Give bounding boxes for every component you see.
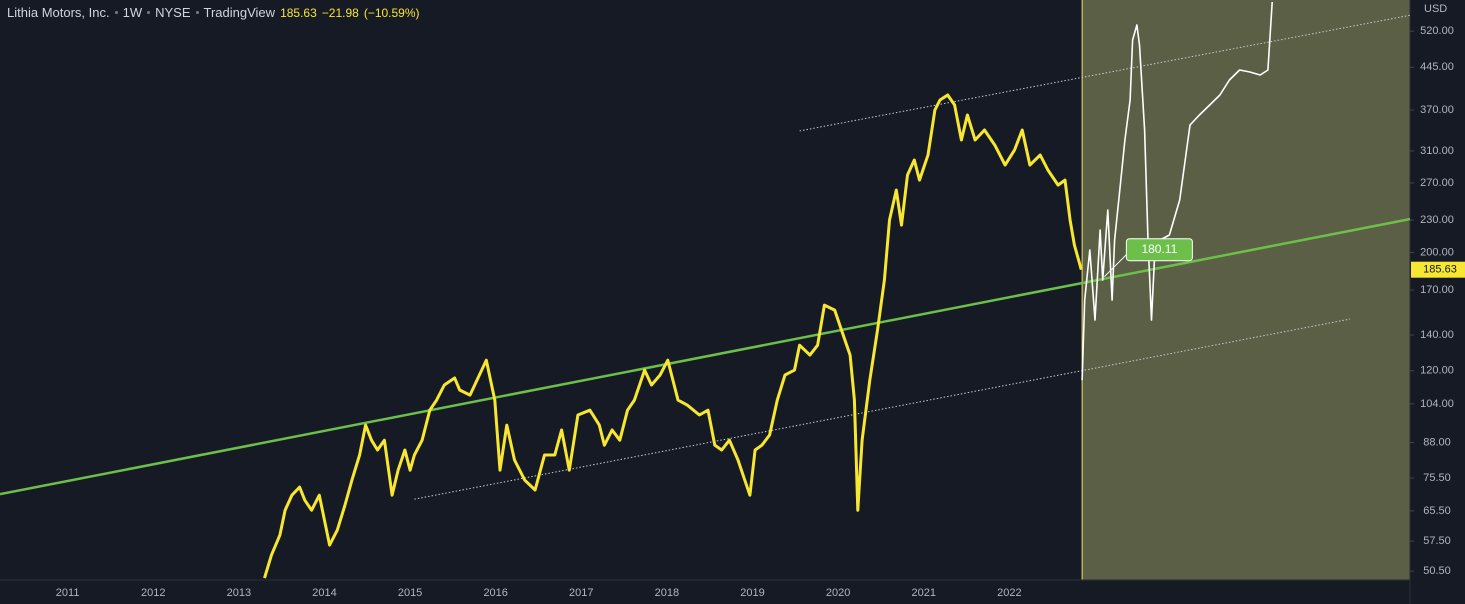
annotation-box (1125, 238, 1193, 262)
price-line (263, 93, 1083, 579)
x-tick-label: 2017 (569, 587, 593, 599)
price-change-pct: (−10.59%) (363, 5, 420, 20)
trend-line (0, 217, 1411, 496)
y-tick-label: 50.50 (1423, 565, 1451, 577)
y-tick-label: 270.00 (1420, 177, 1454, 189)
header: Lithia Motors, Inc. 1W NYSE TradingView … (7, 5, 420, 20)
x-axis-panel (0, 580, 1410, 604)
currency-label: USD (1424, 3, 1447, 15)
y-tick-label: 140.00 (1420, 329, 1454, 341)
y-tick-label: 120.00 (1420, 365, 1454, 377)
last-price: 185.63 (280, 5, 317, 20)
x-tick-label: 2021 (911, 587, 935, 599)
y-tick-label: 310.00 (1420, 145, 1454, 157)
y-tick-label: 520.00 (1420, 25, 1454, 37)
separator (195, 11, 199, 14)
y-tick-label: 200.00 (1420, 246, 1454, 258)
x-tick-label: 2019 (740, 587, 764, 599)
x-tick-label: 2013 (227, 587, 251, 599)
x-tick-label: 2016 (483, 587, 507, 599)
x-tick-label: 2022 (997, 587, 1021, 599)
y-axis-panel (1410, 0, 1465, 604)
y-tick-label: 65.50 (1423, 505, 1451, 517)
price-line (1081, 1, 1273, 381)
separator (147, 11, 151, 14)
x-tick-label: 2020 (826, 587, 850, 599)
price-label: 185.63 (1423, 264, 1457, 276)
x-tick-label: 2018 (655, 587, 679, 599)
y-tick-label: 104.00 (1420, 398, 1454, 410)
symbol-title: Lithia Motors, Inc. (7, 5, 110, 20)
y-tick-label: 230.00 (1420, 214, 1454, 226)
annotation-pointer (1104, 252, 1129, 278)
x-tick-label: 2015 (398, 587, 422, 599)
x-tick-label: 2012 (141, 587, 165, 599)
x-tick-label: 2011 (56, 587, 80, 599)
y-tick-label: 75.50 (1423, 472, 1451, 484)
highlight-zone (1082, 0, 1410, 580)
y-tick-label: 370.00 (1420, 104, 1454, 116)
y-tick-label: 57.50 (1423, 535, 1451, 547)
y-tick-label: 88.00 (1423, 436, 1451, 448)
exchange: NYSE (155, 5, 191, 20)
annotation-label: 180.11 (1141, 242, 1177, 256)
interval: 1W (122, 5, 143, 20)
price-label-bg (1411, 261, 1465, 278)
y-tick-label: 445.00 (1420, 61, 1454, 73)
y-tick-label: 170.00 (1420, 284, 1454, 296)
source: TradingView (203, 5, 276, 20)
x-tick-label: 2014 (312, 587, 336, 599)
separator (114, 11, 118, 14)
price-change: −21.98 (321, 5, 359, 20)
